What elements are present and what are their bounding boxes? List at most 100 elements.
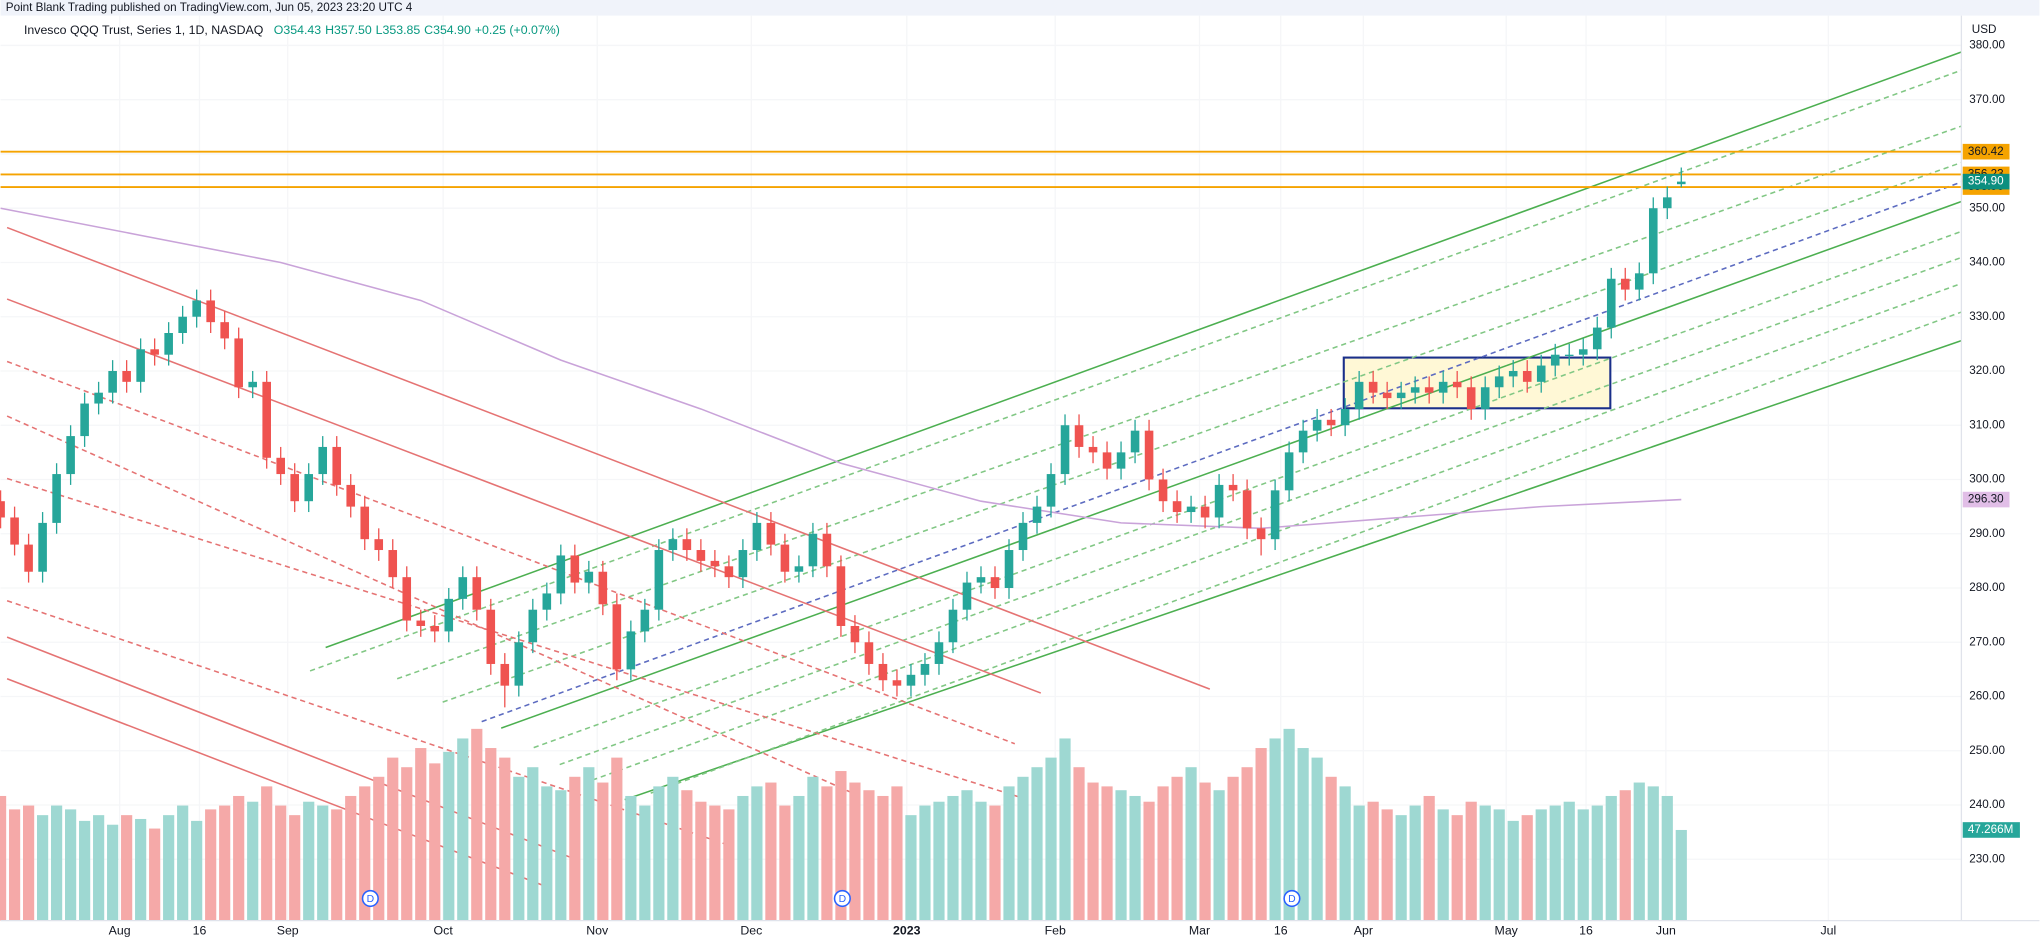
candle-body bbox=[1228, 484, 1238, 491]
volume-bar bbox=[919, 805, 931, 921]
volume-bar bbox=[905, 815, 917, 921]
volume-bar bbox=[1423, 795, 1435, 921]
volume-bar bbox=[1059, 738, 1071, 921]
candle-body bbox=[738, 550, 748, 578]
volume-bar bbox=[541, 786, 553, 921]
candle-body bbox=[318, 446, 328, 475]
y-tick-label: 290.00 bbox=[1969, 527, 2005, 540]
candle-body bbox=[682, 539, 692, 551]
volume-bar bbox=[415, 748, 427, 921]
red-channel-line bbox=[6, 678, 547, 888]
volume-bar bbox=[1367, 801, 1379, 921]
volume-bar bbox=[303, 801, 315, 921]
volume-bar bbox=[737, 795, 749, 921]
volume-bar bbox=[1003, 786, 1015, 921]
candle-body bbox=[38, 522, 47, 572]
candle-body bbox=[906, 674, 916, 686]
volume-bar bbox=[849, 782, 861, 921]
volume-bar bbox=[401, 767, 413, 921]
x-tick-label: May bbox=[1495, 923, 1519, 937]
candle-body bbox=[1354, 381, 1364, 409]
candle-body bbox=[332, 446, 342, 485]
candle-body bbox=[1088, 446, 1098, 453]
volume-bar bbox=[1143, 801, 1155, 921]
candle-body bbox=[1046, 474, 1056, 507]
candle-body bbox=[1340, 408, 1350, 426]
candle-body bbox=[1326, 419, 1336, 426]
volume-bar bbox=[1115, 790, 1127, 921]
candle-body bbox=[0, 501, 5, 518]
candle-body bbox=[990, 577, 1000, 589]
legend-value: H357.50 bbox=[325, 23, 372, 37]
axes: 230.00 240.00 250.00 260.00 270.00 280.00 290.… bbox=[109, 39, 2020, 937]
candle-body bbox=[444, 598, 454, 632]
volume-bar bbox=[485, 748, 497, 921]
candle-body bbox=[1438, 381, 1448, 393]
volume-bar bbox=[989, 805, 1001, 921]
volume-bar bbox=[387, 757, 399, 921]
volume-bar bbox=[1241, 767, 1253, 921]
candle-body bbox=[1522, 370, 1532, 382]
volume-bar bbox=[177, 805, 189, 921]
x-tick-label: 16 bbox=[193, 923, 207, 937]
dividend-marker bbox=[1283, 889, 1301, 908]
volume-bar bbox=[1129, 795, 1141, 921]
volume-bar bbox=[1381, 809, 1393, 921]
volume-bar bbox=[247, 801, 259, 921]
candle-body bbox=[178, 316, 187, 334]
range-box bbox=[1342, 356, 1612, 410]
volume-bar bbox=[807, 776, 819, 921]
volume-bar bbox=[667, 776, 679, 921]
volume-bar bbox=[261, 786, 273, 921]
volume-bar bbox=[779, 805, 791, 921]
candle-body bbox=[542, 593, 552, 610]
volume-bar bbox=[317, 805, 329, 921]
red-channel-line bbox=[6, 226, 1211, 690]
candle-body bbox=[570, 555, 580, 583]
y-tick-label: 310.00 bbox=[1969, 418, 2005, 431]
candle-body bbox=[1074, 425, 1084, 447]
volume-bar bbox=[1661, 795, 1673, 921]
volume-tag-label: 47.266M bbox=[1968, 823, 2013, 836]
price-tag-label: 354.90 bbox=[1968, 175, 2004, 188]
y-tick-label: 250.00 bbox=[1969, 744, 2005, 757]
candle-body bbox=[206, 300, 215, 323]
candle-body bbox=[836, 566, 846, 626]
volume-bar bbox=[877, 795, 889, 921]
volume-bar bbox=[135, 818, 147, 921]
candle-body bbox=[1508, 370, 1518, 377]
y-tick-label: 260.00 bbox=[1969, 690, 2005, 703]
y-tick-label: 230.00 bbox=[1969, 852, 2005, 865]
volume-bar bbox=[107, 824, 119, 921]
candle-body bbox=[612, 604, 622, 670]
price-tag bbox=[1962, 143, 2010, 160]
candle-body bbox=[458, 577, 468, 599]
volume-bar bbox=[513, 776, 525, 921]
dividend-label: D bbox=[1288, 894, 1296, 905]
volume-bar bbox=[625, 795, 637, 921]
volume-bar bbox=[0, 795, 7, 921]
candle-body bbox=[10, 517, 19, 545]
candle-body bbox=[1620, 278, 1630, 290]
candle-body bbox=[234, 338, 243, 388]
candle-body bbox=[1116, 452, 1126, 469]
price-tag-label: 296.30 bbox=[1968, 493, 2004, 506]
volume-bar bbox=[79, 820, 91, 921]
volume-bar bbox=[891, 786, 903, 921]
volume-bar bbox=[1227, 776, 1239, 921]
volume-bar bbox=[653, 786, 665, 921]
volume-bar bbox=[947, 795, 959, 921]
volume-bar bbox=[1087, 782, 1099, 921]
x-tick-label: Mar bbox=[1189, 923, 1210, 937]
volume-bar bbox=[1283, 728, 1295, 921]
volume-bar bbox=[1619, 790, 1631, 921]
volume-bar bbox=[723, 809, 735, 921]
candle-body bbox=[248, 381, 257, 388]
candle-body bbox=[416, 620, 426, 626]
candle-body bbox=[640, 609, 650, 632]
y-tick-label: 270.00 bbox=[1969, 635, 2005, 648]
candle-body bbox=[1312, 419, 1322, 431]
volume-bar bbox=[597, 782, 609, 921]
